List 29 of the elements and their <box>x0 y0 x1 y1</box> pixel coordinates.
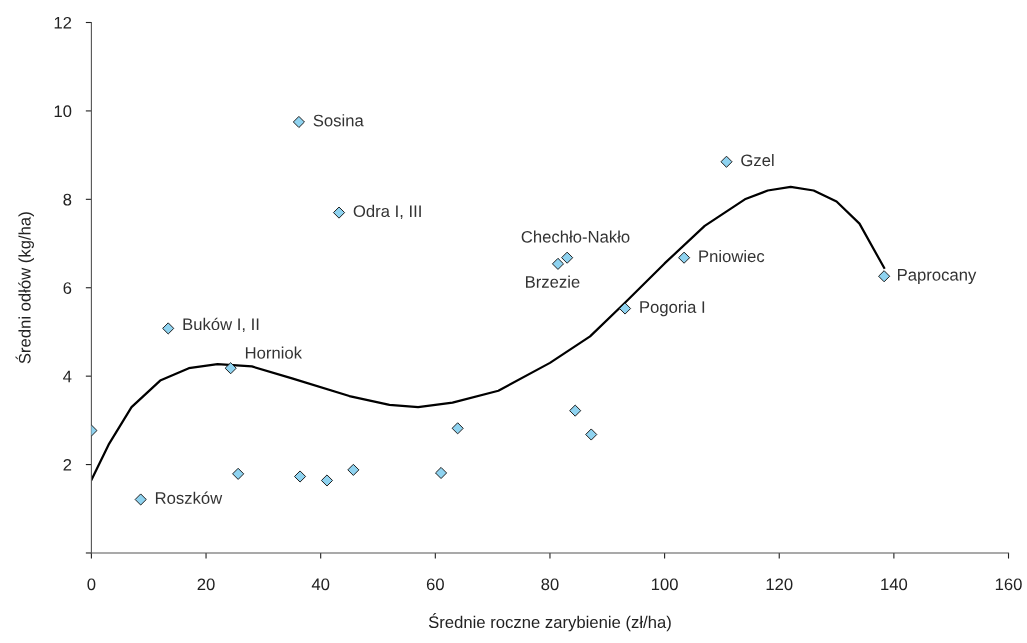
x-tick-label: 160 <box>995 578 1022 591</box>
y-tick-label: 10 <box>54 105 72 118</box>
annotation: Horniok <box>245 346 303 359</box>
y-tick-label: 8 <box>63 193 72 206</box>
x-tick-label: 20 <box>197 578 215 591</box>
x-tick-label: 60 <box>426 578 444 591</box>
annotation: Paprocany <box>898 269 977 285</box>
x-axis-title: Średnie roczne zarybienie (zł/ha) <box>428 612 671 632</box>
annotation: Pogoria I <box>640 300 705 317</box>
y-tick-label: 2 <box>63 458 72 471</box>
y-tick-label: 12 <box>54 16 72 29</box>
annotation: Roszków <box>155 491 223 504</box>
annotation: Odra I, III <box>353 204 421 220</box>
x-tick-label: 140 <box>881 578 908 591</box>
annotation: Chechło-Nakło <box>521 230 630 243</box>
annotation: Gzel <box>741 153 774 167</box>
line-series <box>91 185 886 482</box>
x-tick-label: 40 <box>311 578 330 591</box>
y-tick-label: 4 <box>63 370 72 383</box>
x-tick-label: 80 <box>541 578 559 591</box>
annotation: Sosina <box>313 114 364 127</box>
annotation: Pniowiec <box>699 249 765 263</box>
y-tick-label: 6 <box>63 282 72 294</box>
y-axis-title: Średni odłów (kg/ha) <box>15 212 34 364</box>
x-tick-label: 0 <box>87 578 96 591</box>
annotation: Brzezie <box>526 275 580 288</box>
x-tick-label: 120 <box>766 578 793 591</box>
x-tick-label: 100 <box>651 578 678 591</box>
annotation: Buków I, II <box>183 317 259 333</box>
